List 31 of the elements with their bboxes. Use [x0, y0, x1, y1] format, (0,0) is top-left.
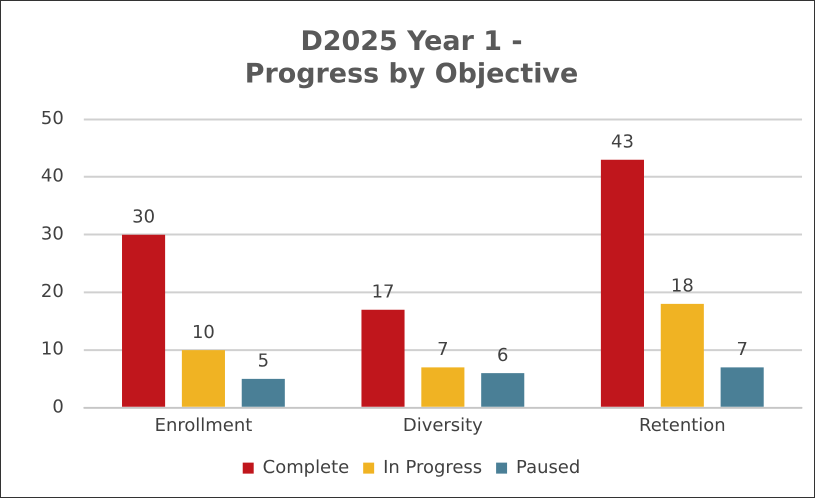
legend-label: In Progress [383, 456, 482, 478]
y-tick-label: 40 [40, 166, 64, 187]
data-label: 5 [258, 350, 269, 372]
y-tick-label: 0 [52, 396, 64, 418]
y-tick-label: 10 [40, 338, 64, 360]
x-tick-label: Diversity [402, 415, 484, 436]
bar [600, 160, 644, 407]
data-label: 7 [736, 339, 748, 360]
data-label: 30 [132, 206, 155, 228]
bar [122, 234, 166, 407]
bar [660, 304, 704, 407]
bar [421, 367, 464, 407]
chart-title: D2025 Year 1 - Progress by Objective [244, 26, 578, 90]
bar [361, 310, 405, 407]
y-tick-label: 30 [40, 223, 64, 244]
bar [720, 367, 764, 407]
y-tick-label: 50 [40, 108, 64, 129]
x-tick-label: Enrollment [154, 415, 252, 436]
data-label: 10 [192, 322, 215, 343]
bar [242, 378, 285, 407]
x-tick-label: Retention [639, 415, 726, 436]
data-label: 6 [497, 344, 508, 366]
y-tick-label: 20 [40, 281, 64, 302]
legend-label: Complete [262, 456, 350, 478]
legend-label: Paused [516, 456, 580, 478]
data-label: 17 [372, 281, 394, 302]
bar [182, 350, 225, 407]
data-label: 43 [611, 131, 634, 152]
data-label: 18 [670, 276, 694, 297]
bar [481, 373, 524, 407]
data-label: 7 [437, 339, 449, 360]
